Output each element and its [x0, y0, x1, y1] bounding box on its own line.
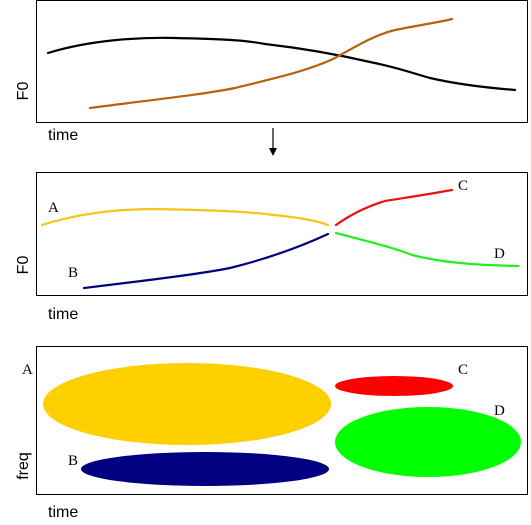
x-label: time: [48, 306, 78, 323]
region-label: C: [458, 362, 468, 378]
curve: [334, 231, 520, 268]
y-label: F0: [15, 82, 32, 101]
panel-1: F0 time: [15, 0, 528, 144]
region: [335, 407, 521, 477]
x-label: time: [48, 127, 78, 144]
curve: [88, 17, 454, 110]
curve: [46, 36, 517, 92]
curve: [82, 232, 330, 290]
curve-label: B: [68, 265, 78, 281]
panel-frame: [36, 346, 528, 495]
curve: [40, 207, 330, 227]
panel-frame: [36, 0, 528, 123]
arrow: [269, 128, 277, 156]
y-label: F0: [15, 256, 32, 275]
curve: [334, 188, 454, 227]
region: [81, 452, 329, 486]
region-label: A: [22, 362, 33, 378]
region-label: B: [68, 453, 78, 469]
region-label: D: [494, 403, 505, 419]
curve-label: C: [458, 178, 468, 194]
region: [335, 376, 453, 396]
panel-3: A B C D freq time: [15, 346, 528, 521]
panel-frame: [36, 172, 528, 296]
curve-label: D: [494, 246, 505, 262]
region: [43, 363, 331, 445]
y-label: freq: [15, 452, 32, 480]
curve-label: A: [48, 200, 59, 216]
x-label: time: [48, 504, 78, 521]
panel-2: A B C D F0 time: [15, 172, 528, 323]
